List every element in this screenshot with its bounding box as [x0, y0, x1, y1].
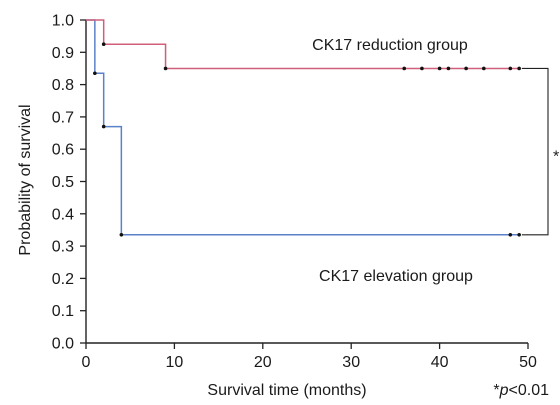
censor-mark	[464, 66, 468, 71]
p-value-variable: p	[499, 382, 509, 399]
censor-mark	[517, 66, 521, 71]
p-value-prefix: *	[493, 382, 499, 399]
significance-star: *	[553, 149, 559, 166]
ticks: 0.0 0.1 0.2 0.3 0.4 0.5 0.6 0.7 0.8 0.9 1.0 0 10 20 30…	[52, 13, 537, 372]
censor-mark	[119, 232, 124, 237]
x-axis-title: Survival time (months)	[207, 382, 366, 399]
y-tick-label: 0.3	[52, 239, 74, 256]
y-tick-label: 1.0	[52, 13, 74, 30]
y-tick-label: 0.1	[52, 303, 74, 320]
censor-mark	[437, 66, 442, 71]
series-line-elevation	[86, 19, 520, 236]
y-axis-title: Probability of survival	[17, 104, 34, 255]
censor-mark	[508, 66, 513, 71]
p-value-threshold: <0.01	[509, 382, 550, 399]
x-tick-label: 50	[519, 354, 537, 371]
censor-mark	[93, 71, 97, 76]
y-tick-label: 0.7	[52, 109, 74, 126]
x-tick-label: 20	[254, 354, 272, 371]
y-tick-label: 0.8	[52, 77, 74, 94]
censor-mark	[101, 124, 106, 129]
y-tick-label: 0.6	[52, 142, 74, 159]
censor-mark	[517, 232, 521, 237]
y-tick-label: 0.9	[52, 45, 74, 62]
x-tick-label: 0	[82, 354, 91, 371]
series-line-reduction	[86, 19, 520, 70]
annotations: CK17 reduction group CK17 elevation group…	[312, 37, 559, 399]
y-tick-label: 0.0	[52, 336, 74, 353]
y-tick-label: 0.4	[52, 206, 74, 223]
axes: Survival time (months) Probability of sur…	[17, 20, 528, 399]
censor-mark	[482, 66, 486, 71]
censor-mark	[446, 66, 451, 71]
censor-mark	[402, 66, 407, 71]
x-tick-label: 30	[342, 354, 360, 371]
censor-mark	[420, 66, 424, 71]
censor-mark	[508, 232, 513, 237]
x-tick-label: 10	[166, 354, 184, 371]
reduction-group-label: CK17 reduction group	[312, 37, 468, 54]
y-tick-label: 0.5	[52, 174, 74, 191]
p-value-note: *p<0.01	[493, 382, 549, 399]
y-tick-label: 0.2	[52, 271, 74, 288]
significance-bracket	[521, 67, 549, 236]
censor-mark	[101, 42, 106, 47]
censor-mark	[163, 66, 168, 71]
elevation-group-label: CK17 elevation group	[319, 268, 473, 285]
x-tick-label: 40	[431, 354, 449, 371]
series	[86, 19, 521, 237]
